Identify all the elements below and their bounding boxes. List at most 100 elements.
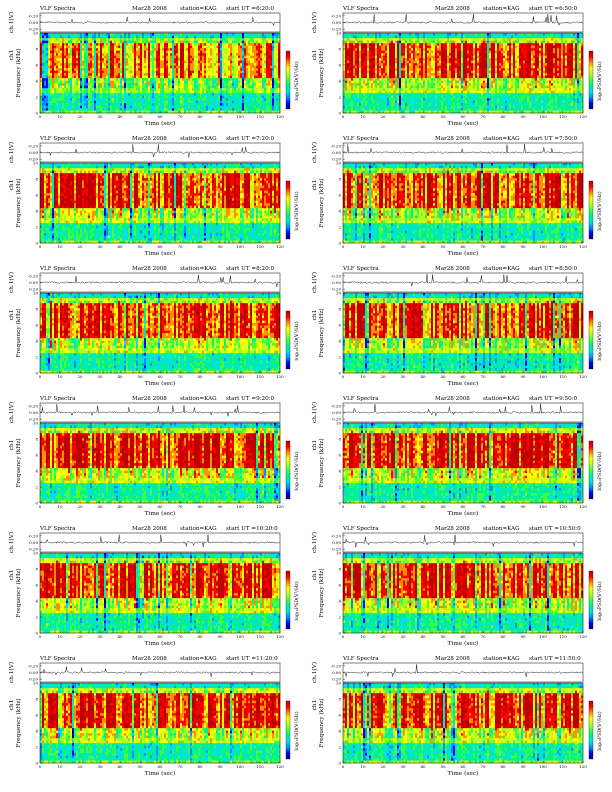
spectrogram-cell (164, 40, 167, 44)
spectrogram-cell (367, 45, 370, 49)
spectrogram-cell (166, 45, 169, 49)
spectrogram-cell (357, 63, 360, 66)
spectrogram-cell (148, 48, 151, 51)
spectrogram-cell (240, 35, 243, 39)
spectrogram-cell (76, 108, 79, 111)
spectrogram-cell (240, 83, 243, 86)
spectrogram-cell (393, 80, 396, 84)
spectrogram-cell (258, 90, 261, 94)
spectrogram-cell (192, 110, 195, 114)
spectrogram-cell (150, 68, 153, 71)
spectrogram-cell (130, 48, 133, 51)
spectrogram-cell (82, 100, 85, 104)
spectrogram-cell (78, 33, 81, 36)
spectrogram-cell (112, 88, 115, 91)
spectrogram-cell (122, 88, 125, 91)
spectrogram-cell (236, 90, 239, 94)
spectrogram-cell (242, 83, 245, 86)
spectrogram-cell (98, 38, 101, 41)
spectrogram-cell (102, 58, 105, 61)
spectrogram-cell (363, 40, 366, 44)
spectrogram-cell (114, 110, 117, 114)
spectrogram-cell (170, 85, 173, 89)
spectrogram-cell (351, 95, 354, 99)
spectrogram-cell (84, 93, 87, 96)
spectrogram-cell (126, 73, 129, 76)
spectrogram-cell (138, 100, 141, 104)
spectrogram-cell (234, 78, 237, 81)
spectrogram-cell (202, 33, 205, 36)
spectrogram-cell (48, 90, 51, 94)
spectrogram-cell (146, 70, 149, 74)
spectrogram-cell (250, 38, 253, 41)
spectrogram-cell (349, 50, 352, 54)
spectrogram-cell (238, 68, 241, 71)
spectrogram-cell (116, 73, 119, 76)
spectrogram-cell (90, 50, 93, 54)
spectrogram-cell (134, 100, 137, 104)
spectrogram-cell (130, 103, 133, 106)
spectrogram-cell (385, 90, 388, 94)
spectrogram-cell (156, 103, 159, 106)
spectrogram-cell (379, 95, 382, 99)
spectrogram-cell (206, 35, 209, 39)
spectrogram-cell (192, 73, 195, 76)
spectrogram-cell (120, 75, 123, 79)
spectrogram-cell (375, 90, 378, 94)
spectrogram-cell (188, 65, 191, 69)
spectrogram-cell (120, 90, 123, 94)
spectrogram-cell (110, 68, 113, 71)
spectrogram-cell (393, 48, 396, 51)
spectrogram-cell (246, 40, 249, 44)
spectrogram-cell (244, 108, 247, 111)
spectrogram-cell (102, 53, 105, 56)
spectrogram-cell (44, 70, 47, 74)
spectrogram-cell (140, 45, 143, 49)
spectrogram-cell (170, 103, 173, 106)
spectrogram-cell (98, 35, 101, 39)
spectrogram-cell (126, 110, 129, 114)
spectrogram-cell (44, 43, 47, 46)
spectrogram-cell (375, 55, 378, 59)
spectrogram-cell (92, 103, 95, 106)
spectrogram-cell (102, 80, 105, 84)
spectrogram-cell (403, 100, 406, 104)
spectrogram-cell (150, 85, 153, 89)
spectrogram-cell (106, 108, 109, 111)
spectrogram-cell (184, 95, 187, 99)
spectrogram-cell (230, 48, 233, 51)
spectrogram-cell (250, 43, 253, 46)
spectrogram-cell (86, 45, 89, 49)
spectrogram-cell (134, 68, 137, 71)
spectrogram-cell (357, 33, 360, 36)
spectrogram-cell (200, 40, 203, 44)
spectrogram-cell (54, 73, 57, 76)
spectrogram-cell (158, 88, 161, 91)
spectrogram-cell (96, 105, 99, 109)
spectrogram-cell (266, 45, 269, 49)
spectrogram-cell (379, 80, 382, 84)
spectrogram-cell (118, 108, 121, 111)
spectrogram-cell (230, 105, 233, 109)
spectrogram-cell (94, 68, 97, 71)
spectrogram-cell (102, 35, 105, 39)
spectrogram-cell (252, 48, 255, 51)
spectrogram-cell (160, 63, 163, 66)
spectrogram-cell (210, 58, 213, 61)
spectrogram-cell (220, 85, 223, 89)
spectrogram-cell (278, 53, 281, 56)
spectrogram-cell (176, 45, 179, 49)
spectrogram-cell (184, 48, 187, 51)
spectrogram-cell (112, 83, 115, 86)
spectrogram-cell (264, 70, 267, 74)
spectrogram-cell (58, 48, 61, 51)
spectrogram-cell (365, 65, 368, 69)
spectrogram-cell (130, 110, 133, 114)
spectrogram-cell (393, 88, 396, 91)
spectrogram-cell (176, 63, 179, 66)
spectrogram-cell (214, 78, 217, 81)
spectrogram-cell (206, 88, 209, 91)
spectrogram-cell (44, 98, 47, 101)
spectrogram-cell (118, 110, 121, 114)
spectrogram-cell (84, 50, 87, 54)
